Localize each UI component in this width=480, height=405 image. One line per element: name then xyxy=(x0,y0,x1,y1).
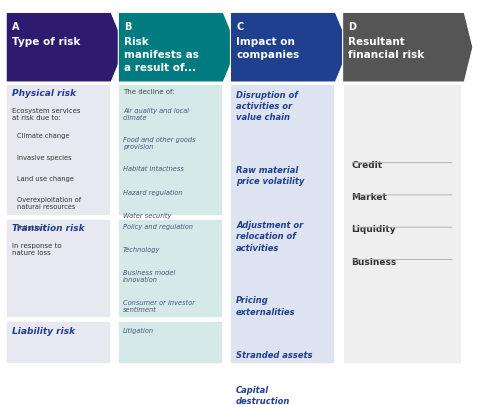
Text: Business: Business xyxy=(351,258,396,266)
Text: Credit: Credit xyxy=(351,161,382,170)
Text: Food and other goods
provision: Food and other goods provision xyxy=(123,137,196,150)
Text: Overexploitation of
natural resources: Overexploitation of natural resources xyxy=(17,197,81,210)
Text: Consumer or investor
sentiment: Consumer or investor sentiment xyxy=(123,300,195,313)
Text: Habitat intactness: Habitat intactness xyxy=(123,166,184,172)
FancyBboxPatch shape xyxy=(118,219,223,318)
Text: Transition risk: Transition risk xyxy=(12,224,84,233)
Text: D: D xyxy=(348,21,356,32)
Text: Liquidity: Liquidity xyxy=(351,225,396,234)
Text: Type of risk: Type of risk xyxy=(12,37,80,47)
Text: Impact on
companies: Impact on companies xyxy=(236,37,300,60)
Text: Climate change: Climate change xyxy=(17,133,69,139)
Text: Pollution: Pollution xyxy=(17,225,45,230)
Text: A: A xyxy=(12,21,19,32)
Text: Invasive species: Invasive species xyxy=(17,155,72,161)
FancyBboxPatch shape xyxy=(118,322,223,364)
Polygon shape xyxy=(343,13,473,82)
FancyBboxPatch shape xyxy=(6,322,111,364)
FancyBboxPatch shape xyxy=(6,84,111,216)
Text: Resultant
financial risk: Resultant financial risk xyxy=(348,37,425,60)
Text: C: C xyxy=(236,21,243,32)
FancyBboxPatch shape xyxy=(230,84,336,364)
FancyBboxPatch shape xyxy=(118,84,223,216)
Text: Physical risk: Physical risk xyxy=(12,90,76,98)
Text: Risk
manifests as
a result of...: Risk manifests as a result of... xyxy=(124,37,199,73)
Text: Hazard regulation: Hazard regulation xyxy=(123,190,183,196)
Text: Disruption of
activities or
value chain: Disruption of activities or value chain xyxy=(236,91,298,122)
Text: Pricing
externalities: Pricing externalities xyxy=(236,296,296,317)
Text: Litigation: Litigation xyxy=(123,328,154,334)
Text: Policy and regulation: Policy and regulation xyxy=(123,224,193,230)
FancyBboxPatch shape xyxy=(6,219,111,318)
Text: The decline of:: The decline of: xyxy=(123,90,175,95)
Text: In response to
nature loss: In response to nature loss xyxy=(12,243,61,256)
Text: Capital
destruction: Capital destruction xyxy=(236,386,290,405)
Text: Stranded assets: Stranded assets xyxy=(236,352,312,360)
Polygon shape xyxy=(230,13,350,82)
Text: Market: Market xyxy=(351,193,387,202)
Polygon shape xyxy=(118,13,238,82)
Text: Liability risk: Liability risk xyxy=(12,327,75,336)
Text: Ecosystem services
at risk due to:: Ecosystem services at risk due to: xyxy=(12,108,80,121)
Text: Water security: Water security xyxy=(123,213,171,219)
Text: Adjustment or
relocation of
activities: Adjustment or relocation of activities xyxy=(236,221,303,252)
Polygon shape xyxy=(6,13,125,82)
Text: Business model
innovation: Business model innovation xyxy=(123,271,176,284)
Text: Technology: Technology xyxy=(123,247,160,254)
FancyBboxPatch shape xyxy=(343,84,462,364)
Text: Air quality and local
climate: Air quality and local climate xyxy=(123,108,189,121)
Text: Land use change: Land use change xyxy=(17,176,73,182)
Text: Raw material
price volatility: Raw material price volatility xyxy=(236,166,304,186)
Text: B: B xyxy=(124,21,132,32)
